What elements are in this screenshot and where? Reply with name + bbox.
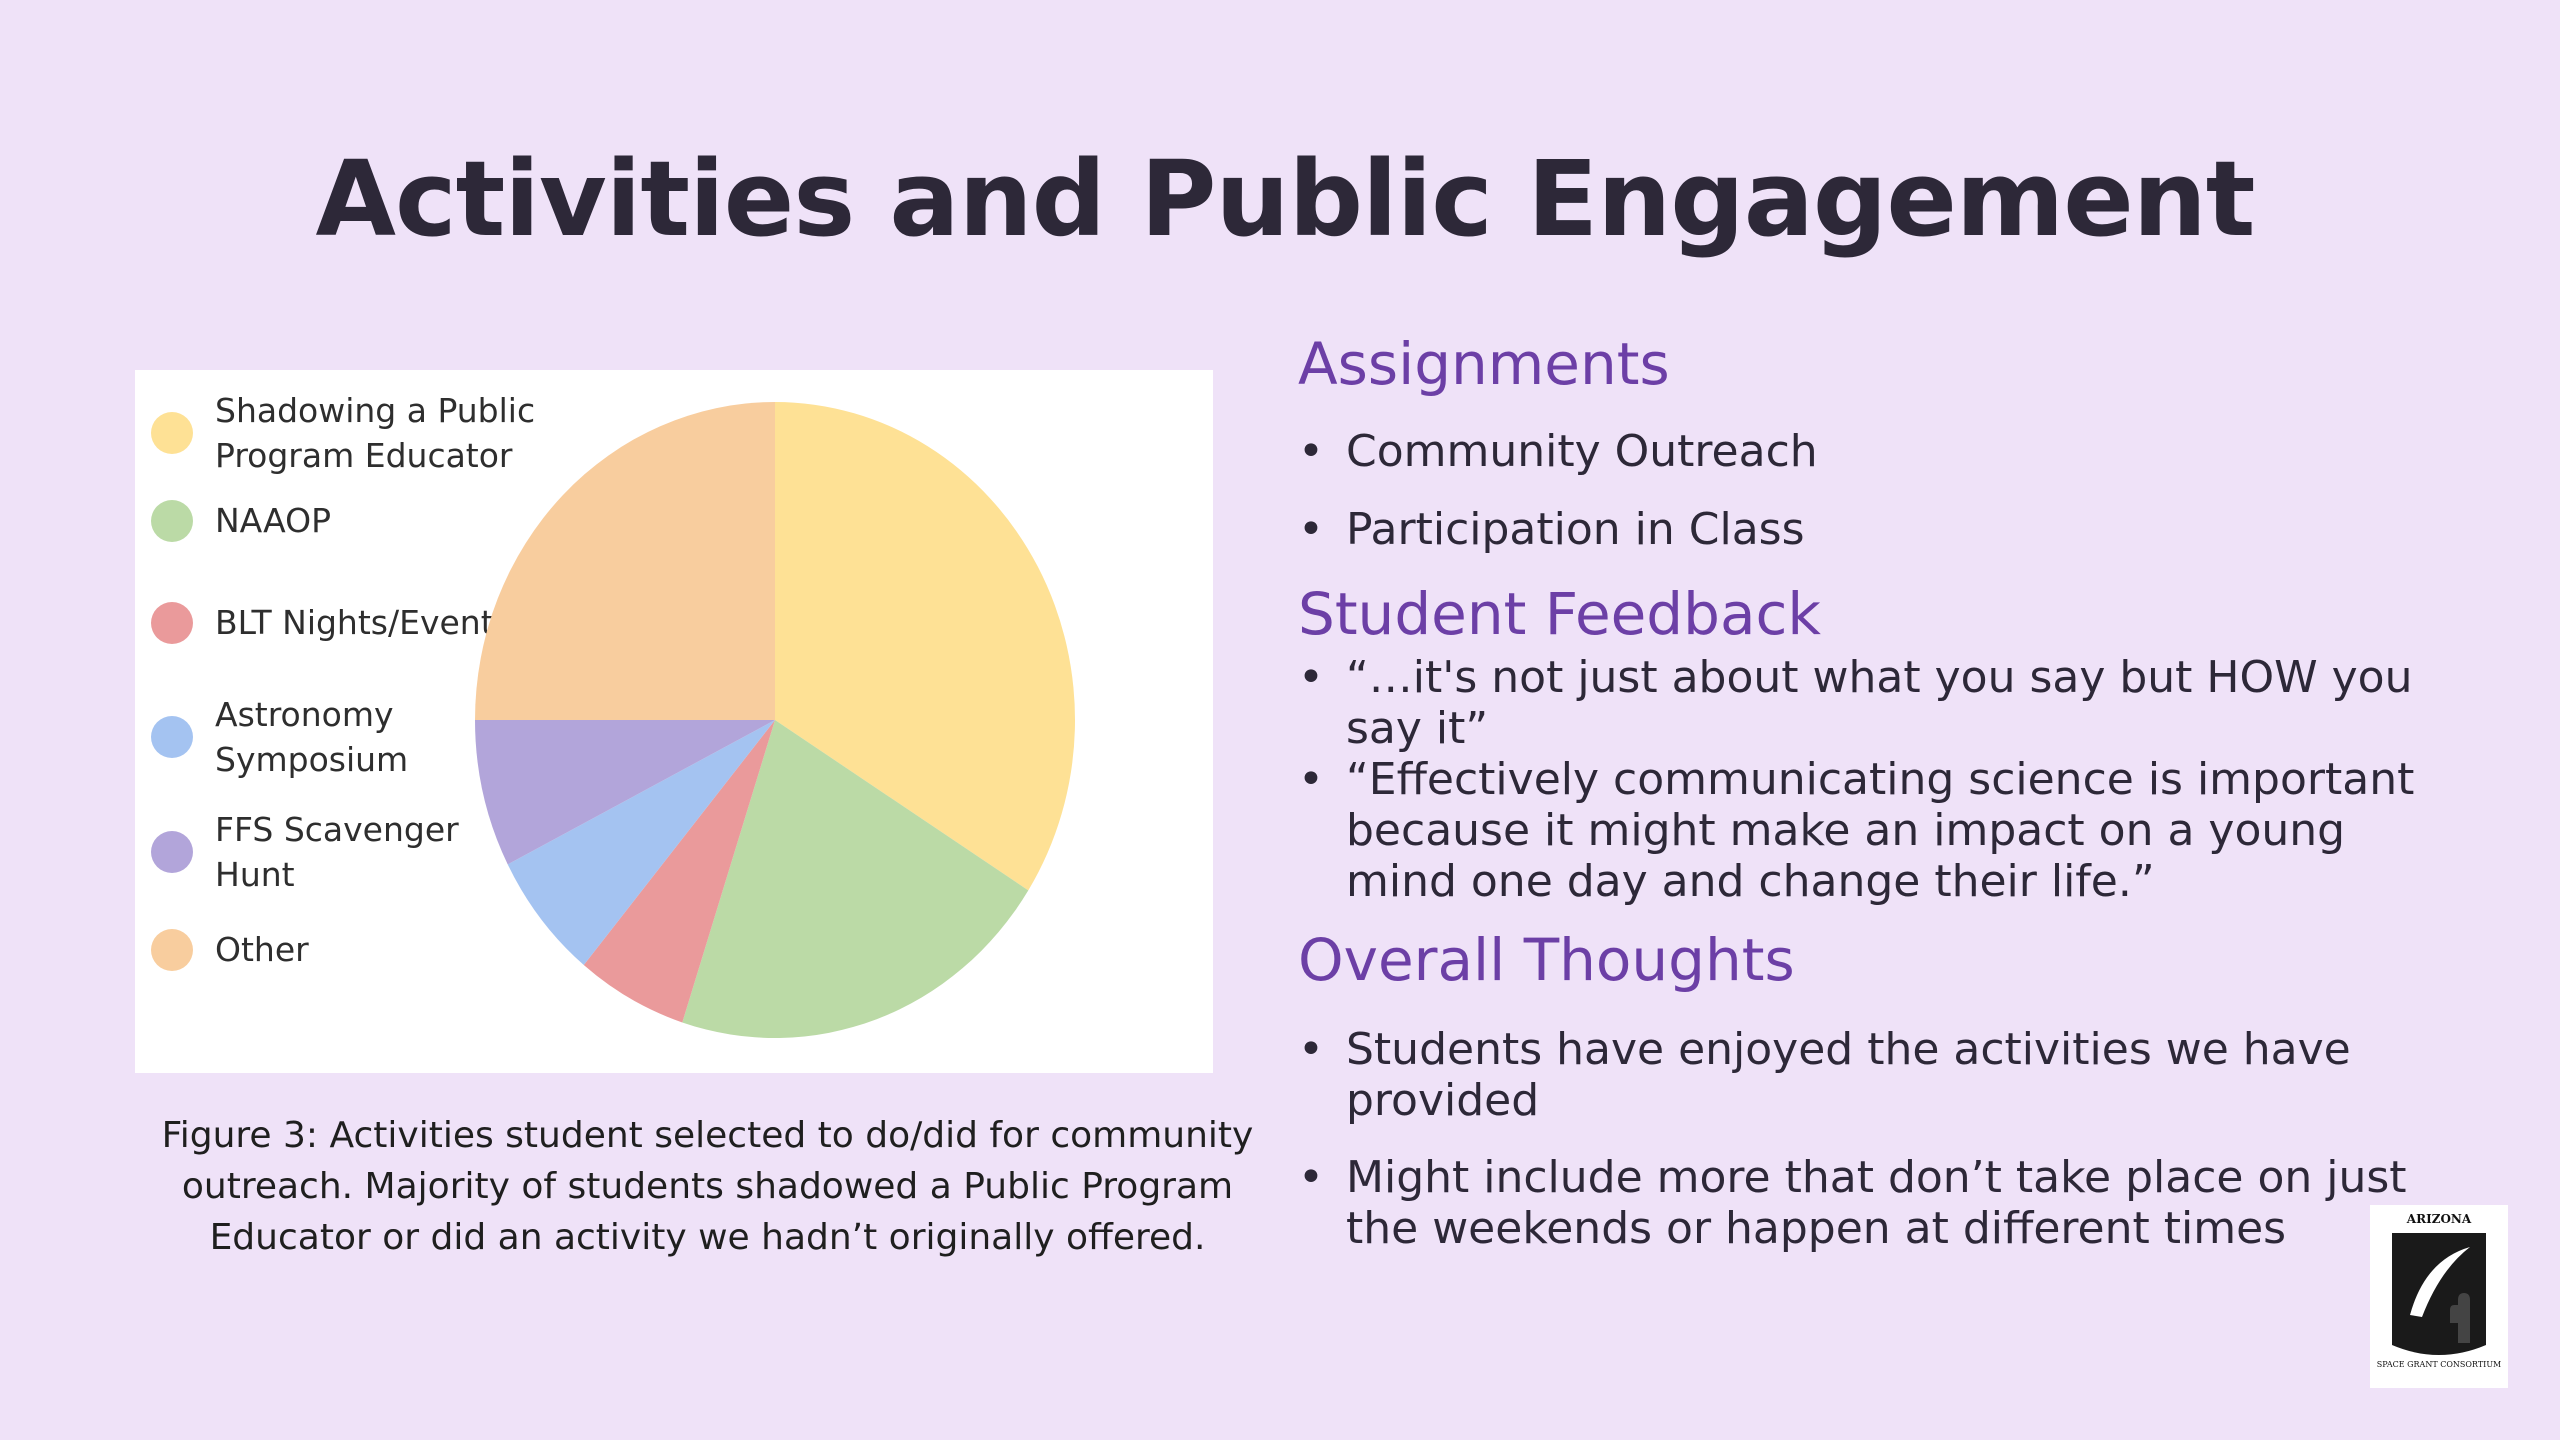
bullet-dot: • <box>1298 1152 1324 1203</box>
legend-label: Astronomy Symposium <box>215 695 409 779</box>
logo-shield-shape <box>2392 1233 2486 1355</box>
heading-student-feedback: Student Feedback <box>1298 580 1821 648</box>
figure-caption: Figure 3: Activities student selected to… <box>161 1115 1254 1258</box>
legend-label: NAAOP <box>215 501 332 540</box>
legend-label: Shadowing a Public Program Educator <box>215 391 536 475</box>
pie-slice-ffs-scavenger-hunt <box>475 720 775 865</box>
pie-chart-panel: Shadowing a Public Program Educator NAAOP… <box>135 370 1213 1073</box>
bullet-dot: • <box>1298 426 1324 477</box>
bullet-participation: • Participation in Class <box>1298 504 1805 555</box>
arizona-space-grant-logo: ARIZONA SPACE GRANT CONSORTIUM <box>2370 1205 2508 1388</box>
legend-item: BLT Nights/Events <box>151 600 545 645</box>
bullet-dot: • <box>1298 504 1324 555</box>
logo-top-text: ARIZONA <box>2406 1212 2472 1226</box>
bullet-dot: • <box>1298 652 1324 703</box>
bullet-feedback-2: • “Effectively communicating science is … <box>1298 754 2415 907</box>
legend-item: Other <box>151 927 545 972</box>
legend-swatch <box>151 412 193 454</box>
bullet-community-outreach: • Community Outreach <box>1298 426 1818 477</box>
bullet-thoughts-2: • Might include more that don’t take pla… <box>1298 1152 2407 1254</box>
logo-bottom-text: SPACE GRANT CONSORTIUM <box>2377 1360 2502 1369</box>
bullet-thoughts-1: • Students have enjoyed the activities w… <box>1298 1024 2351 1126</box>
heading-overall-thoughts: Overall Thoughts <box>1298 926 1795 994</box>
logo-icon: ARIZONA SPACE GRANT CONSORTIUM <box>2377 1212 2502 1369</box>
pie-slice-blt-nights-events <box>583 720 775 1023</box>
logo-comet-shape <box>2410 1247 2470 1317</box>
legend-swatch <box>151 716 193 758</box>
legend-swatch <box>151 928 193 971</box>
chart-legend: Shadowing a Public Program Educator NAAOP… <box>135 370 535 1073</box>
pie-slice-other <box>475 402 775 720</box>
bullet-dot: • <box>1298 754 1324 805</box>
legend-item: FFS Scavenger Hunt <box>151 807 545 897</box>
pie-chart <box>475 402 1075 1039</box>
bullet-feedback-1: • “…it's not just about what you say but… <box>1298 652 2413 754</box>
logo-cactus-shape <box>2450 1293 2470 1343</box>
bullet-dot: • <box>1298 1024 1324 1075</box>
legend-swatch <box>151 601 193 644</box>
pie-slice-shadowing-a-public-program-educator <box>775 402 1075 891</box>
legend-item: Astronomy Symposium <box>151 692 545 782</box>
legend-label: BLT Nights/Events <box>215 603 511 642</box>
legend-label: Other <box>215 930 309 969</box>
legend-label: FFS Scavenger Hunt <box>215 810 459 894</box>
heading-assignments: Assignments <box>1298 330 1670 398</box>
legend-item: NAAOP <box>151 498 545 543</box>
pie-slice-naaop <box>682 720 1029 1039</box>
pie-slice-astronomy-symposium <box>507 720 775 966</box>
legend-swatch <box>151 499 193 542</box>
legend-swatch <box>151 831 193 873</box>
slide-title: Activities and Public Engagement <box>315 138 2255 260</box>
legend-item: Shadowing a Public Program Educator <box>151 388 545 478</box>
